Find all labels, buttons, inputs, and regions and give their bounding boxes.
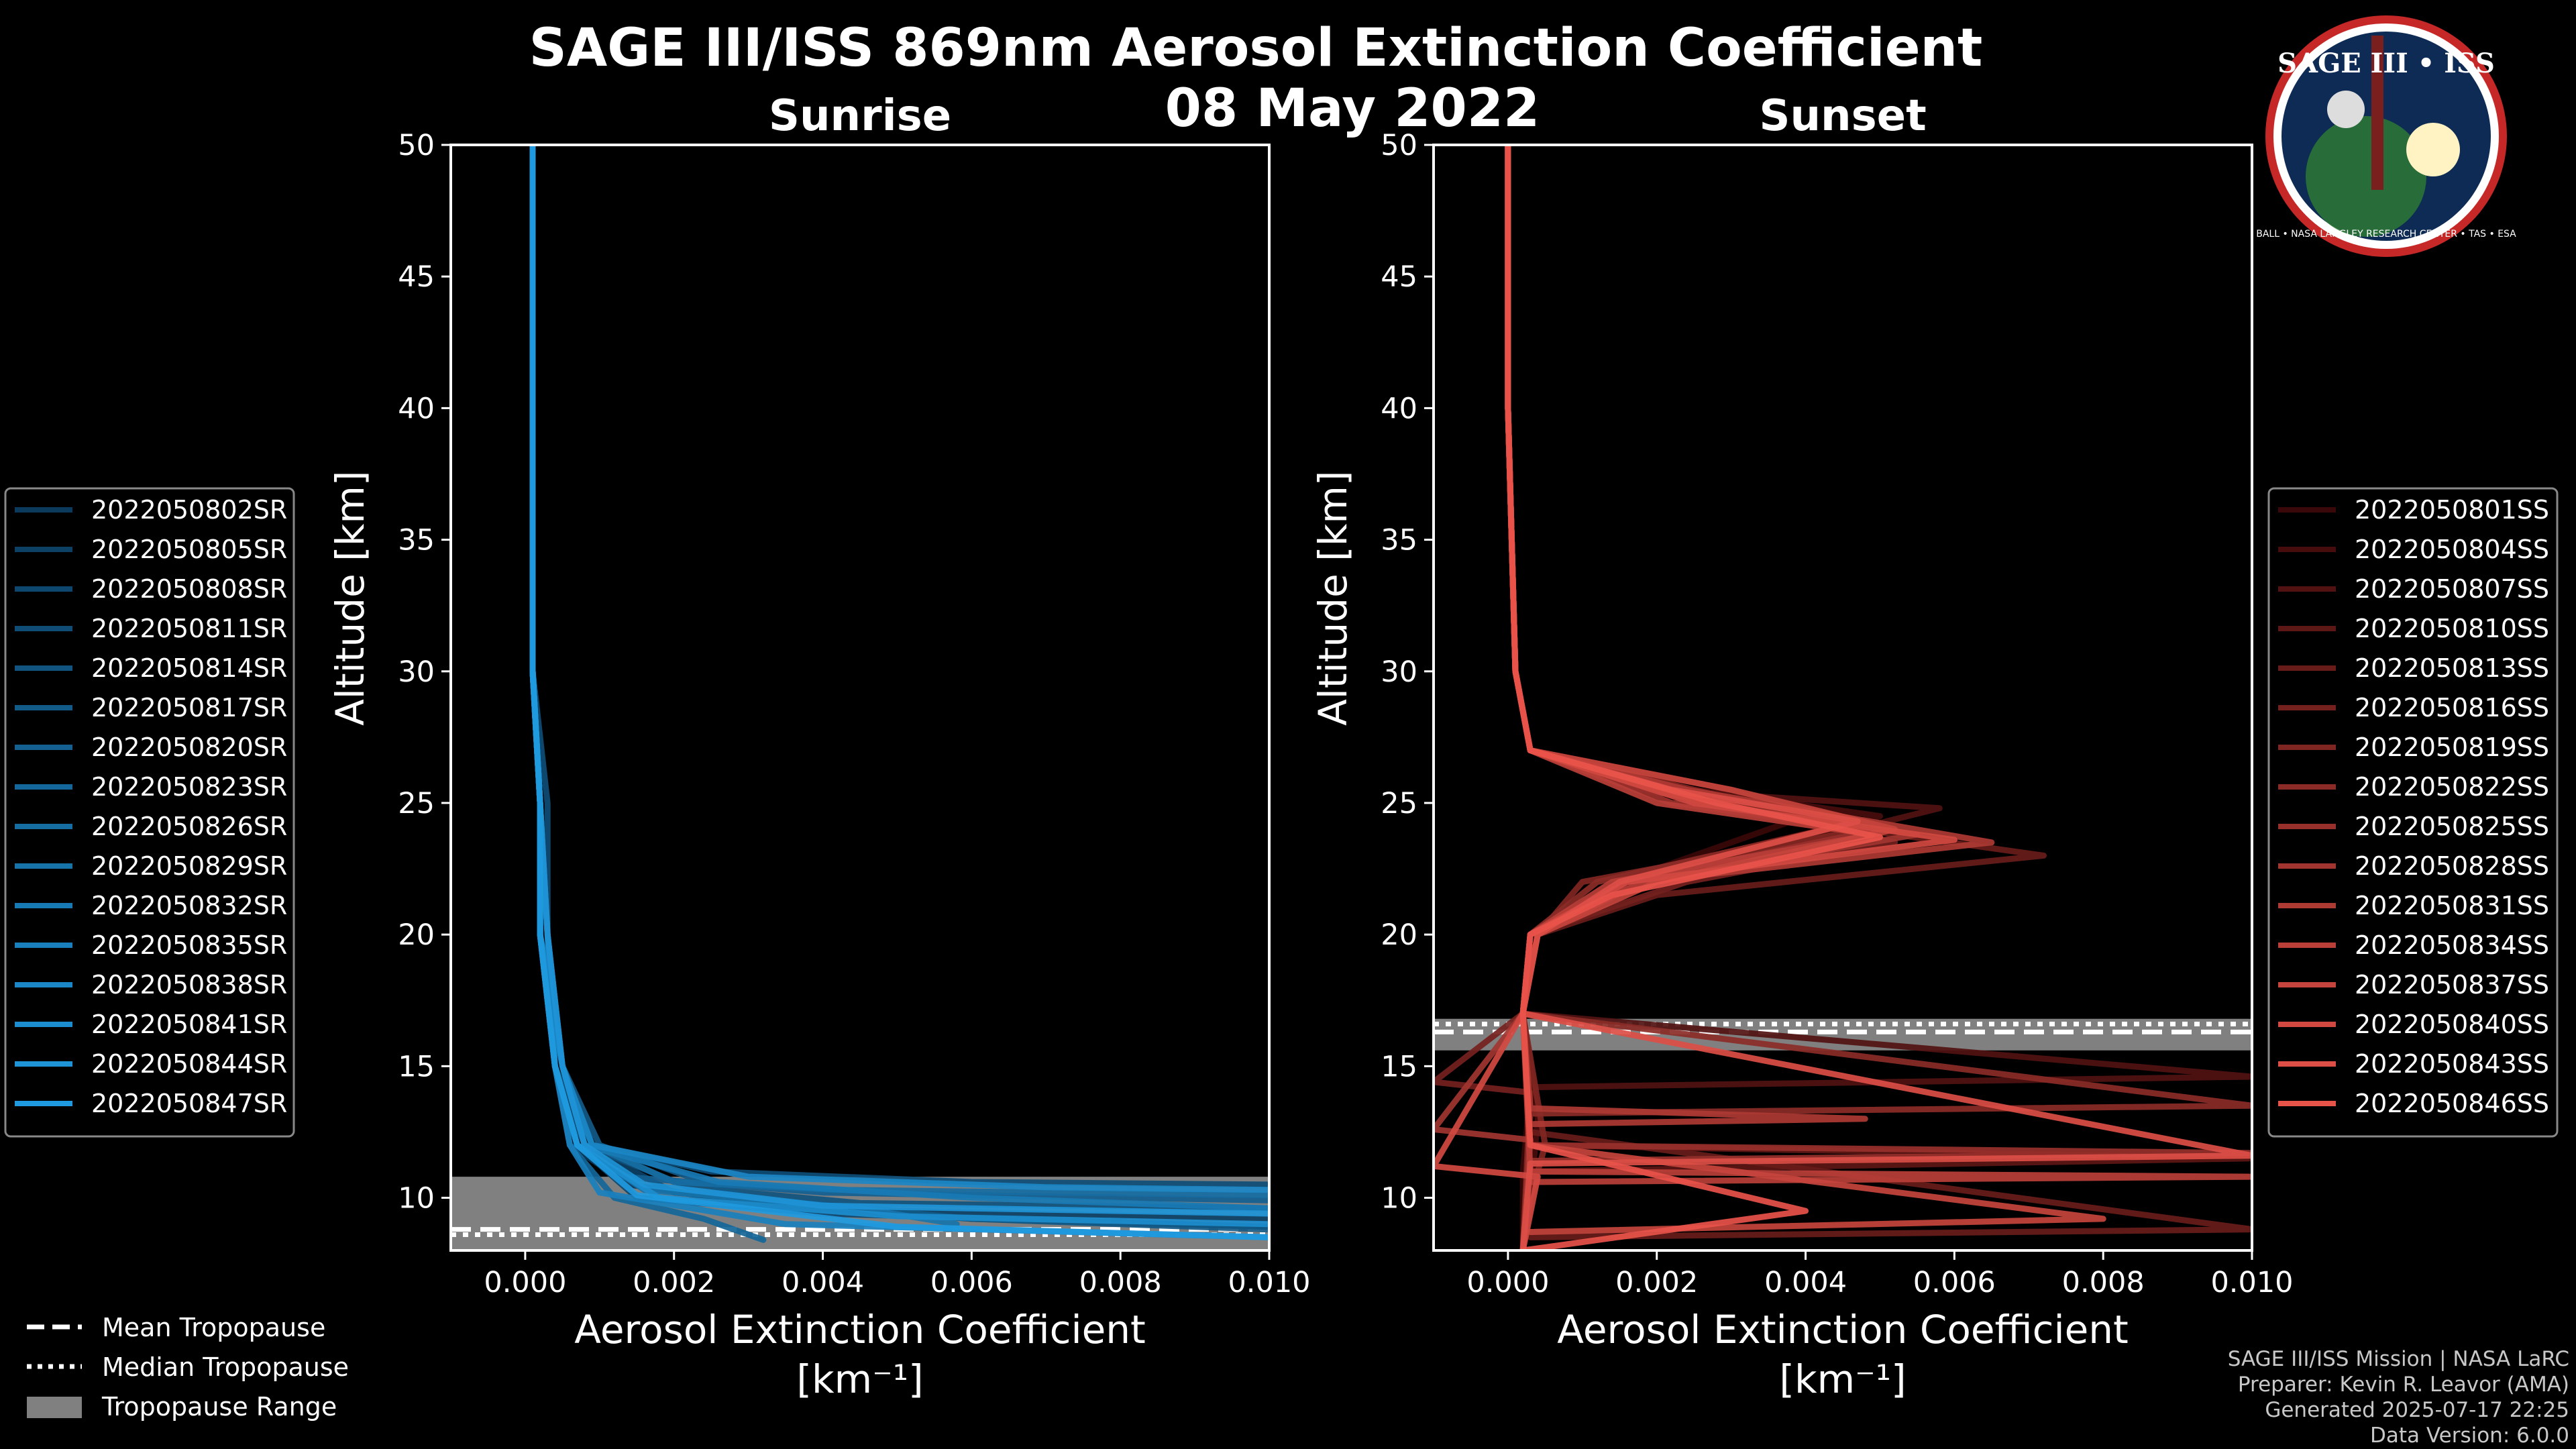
sunrise-ytick-label: 20 — [398, 918, 435, 952]
sunrise-ytick-label: 50 — [398, 129, 435, 162]
legend-label-2022050817SR: 2022050817SR — [91, 693, 287, 722]
sunset-xtick-label: 0.010 — [2210, 1266, 2293, 1299]
legend-label-2022050834SS: 2022050834SS — [2355, 930, 2549, 960]
legend-label-2022050843SS: 2022050843SS — [2355, 1049, 2549, 1079]
sunset-xtick-label: 0.000 — [1466, 1266, 1549, 1299]
legend-label-2022050844SR: 2022050844SR — [91, 1049, 287, 1079]
legend-label-2022050829SR: 2022050829SR — [91, 851, 287, 881]
sunset-ytick-label: 20 — [1381, 918, 1417, 952]
sunset-frame — [1432, 144, 2253, 1252]
legend-label-2022050823SR: 2022050823SR — [91, 772, 287, 802]
sunrise-frame — [449, 144, 1271, 1252]
mean-tropopause-label: Mean Tropopause — [102, 1313, 325, 1342]
legend-label-2022050807SS: 2022050807SS — [2355, 574, 2549, 604]
sunset-xlabel: Aerosol Extinction Coefficient — [1557, 1307, 2129, 1352]
sunset-title: Sunset — [1759, 91, 1926, 141]
legend-label-2022050801SS: 2022050801SS — [2355, 495, 2549, 525]
legend-label-2022050841SR: 2022050841SR — [91, 1010, 287, 1039]
legend-label-2022050804SS: 2022050804SS — [2355, 535, 2549, 564]
legend-label-2022050846SS: 2022050846SS — [2355, 1089, 2549, 1118]
sunrise-ytick-label: 25 — [398, 787, 435, 820]
chart-date: 08 May 2022 — [1165, 78, 1540, 139]
legend-label-2022050838SR: 2022050838SR — [91, 970, 287, 1000]
legend-label-2022050820SR: 2022050820SR — [91, 733, 287, 762]
credit-mission: SAGE III/ISS Mission | NASA LaRC — [2228, 1347, 2569, 1371]
tropopause-legend: Mean Tropopause Median Tropopause Tropop… — [27, 1313, 349, 1421]
legend-label-2022050802SR: 2022050802SR — [91, 495, 287, 525]
legend-label-2022050832SR: 2022050832SR — [91, 891, 287, 920]
credits: SAGE III/ISS Mission | NASA LaRC Prepare… — [2228, 1347, 2569, 1448]
tropopause-range-swatch — [27, 1397, 82, 1418]
sunrise-xtick-label: 0.006 — [930, 1266, 1013, 1299]
sunrise-ytick-label: 10 — [398, 1182, 435, 1216]
sunrise-ylabel: Altitude [km] — [327, 470, 373, 725]
series-line-2022050847SR — [529, 145, 1269, 1240]
legend-label-2022050813SS: 2022050813SS — [2355, 653, 2549, 683]
sunrise-ytick-label: 30 — [398, 655, 435, 689]
credit-generated: Generated 2025-07-17 22:25 — [2265, 1398, 2569, 1422]
credit-preparer: Preparer: Kevin R. Leavor (AMA) — [2238, 1373, 2569, 1397]
tropopause-range-label: Tropopause Range — [101, 1392, 337, 1421]
legend-label-2022050828SS: 2022050828SS — [2355, 851, 2549, 881]
sunrise-ytick-label: 40 — [398, 392, 435, 425]
sunrise-ytick-label: 15 — [398, 1050, 435, 1083]
sunset-ytick-label: 35 — [1381, 524, 1417, 557]
sunrise-ytick-label: 45 — [398, 260, 435, 294]
median-tropopause-label: Median Tropopause — [102, 1352, 349, 1382]
sunrise-ytick-label: 35 — [398, 524, 435, 557]
sunset-panel: Sunset 0.000 0.002 0.004 0.006 0.008 0.010 10 15… — [1310, 91, 2559, 1402]
sunrise-legend-box — [4, 487, 295, 1138]
sunrise-xlabel: Aerosol Extinction Coefficient — [574, 1307, 1146, 1352]
sunrise-xtick-label: 0.010 — [1228, 1266, 1310, 1299]
sunset-ylabel: Altitude [km] — [1310, 470, 1356, 725]
legend-label-2022050822SS: 2022050822SS — [2355, 772, 2549, 802]
sunset-plot-area — [1434, 145, 2252, 1250]
sunset-legend: 2022050801SS 2022050804SS 2022050807SS 2022… — [2267, 487, 2559, 1138]
legend-label-2022050819SS: 2022050819SS — [2355, 733, 2549, 762]
sunset-ytick-label: 10 — [1381, 1182, 1417, 1216]
sunset-xtick-label: 0.008 — [2062, 1266, 2145, 1299]
sunset-xtick-label: 0.002 — [1615, 1266, 1698, 1299]
legend-label-2022050805SR: 2022050805SR — [91, 535, 287, 564]
sunset-ytick-label: 25 — [1381, 787, 1417, 820]
sunrise-title: Sunrise — [769, 91, 951, 141]
sunset-xunit: [km⁻¹] — [1779, 1356, 1906, 1402]
legend-label-2022050811SR: 2022050811SR — [91, 614, 287, 643]
sunset-ytick-label: 15 — [1381, 1050, 1417, 1083]
legend-label-2022050826SR: 2022050826SR — [91, 812, 287, 841]
sunrise-legend: 2022050802SR 2022050805SR 2022050808SR 2022… — [4, 487, 295, 1138]
sunset-ytick-label: 45 — [1381, 260, 1417, 294]
legend-label-2022050814SR: 2022050814SR — [91, 653, 287, 683]
logo-ring: BALL • NASA LANGLEY RESEARCH CENTER • TA… — [2256, 229, 2516, 239]
sunrise-xunit: [km⁻¹] — [796, 1356, 923, 1402]
legend-label-2022050810SS: 2022050810SS — [2355, 614, 2549, 643]
chart-title: SAGE III/ISS 869nm Aerosol Extinction Co… — [529, 18, 1983, 78]
sunset-xtick-label: 0.004 — [1764, 1266, 1847, 1299]
sunrise-plot-area — [451, 145, 1269, 1250]
sunrise-xtick-label: 0.008 — [1079, 1266, 1162, 1299]
sunset-ytick-label: 50 — [1381, 129, 1417, 162]
credit-version: Data Version: 6.0.0 — [2370, 1424, 2569, 1448]
sunrise-xtick-label: 0.002 — [633, 1266, 715, 1299]
sage-logo: SAGE III • ISS BALL • NASA LANGLEY RESEA… — [2256, 15, 2516, 257]
legend-label-2022050831SS: 2022050831SS — [2355, 891, 2549, 920]
sunrise-xtick-label: 0.000 — [484, 1266, 566, 1299]
legend-label-2022050808SR: 2022050808SR — [91, 574, 287, 604]
legend-label-2022050847SR: 2022050847SR — [91, 1089, 287, 1118]
legend-label-2022050835SR: 2022050835SR — [91, 930, 287, 960]
series-line-2022050846SS — [1505, 145, 1883, 1250]
sunset-xtick-label: 0.006 — [1913, 1266, 1996, 1299]
legend-label-2022050840SS: 2022050840SS — [2355, 1010, 2549, 1039]
legend-label-2022050816SS: 2022050816SS — [2355, 693, 2549, 722]
logo-title: SAGE III • ISS — [2277, 48, 2495, 79]
legend-label-2022050837SS: 2022050837SS — [2355, 970, 2549, 1000]
sunrise-xtick-label: 0.004 — [782, 1266, 864, 1299]
sunrise-panel: Sunrise 0.000 0.002 0.004 0.006 0.008 0.010 10 1… — [4, 91, 1311, 1402]
sunset-ytick-label: 40 — [1381, 392, 1417, 425]
sunset-legend-box — [2267, 487, 2559, 1138]
sunset-ytick-label: 30 — [1381, 655, 1417, 689]
legend-label-2022050825SS: 2022050825SS — [2355, 812, 2549, 841]
